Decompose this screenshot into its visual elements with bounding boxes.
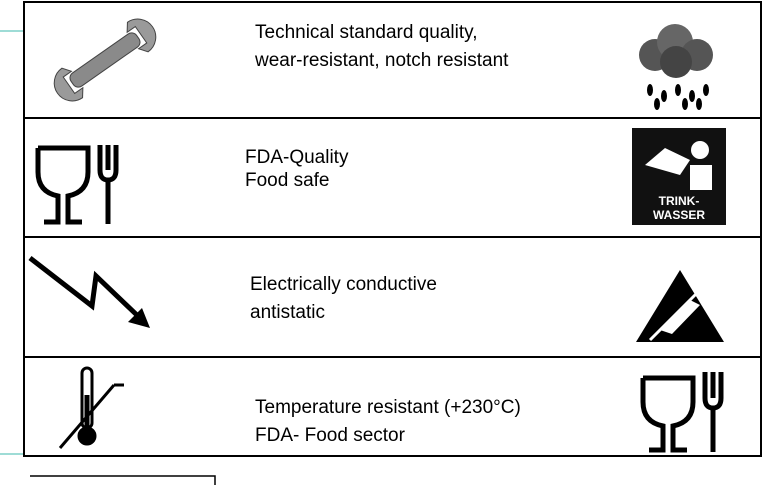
row-text: antistatic xyxy=(250,302,325,324)
row-text: FDA- Food sector xyxy=(255,425,405,447)
row-text: Technical standard quality, xyxy=(255,22,478,44)
row-text: Electrically conductive xyxy=(250,274,437,296)
esd-icon xyxy=(636,270,724,342)
wrench-icon xyxy=(47,12,163,108)
food-icon xyxy=(38,145,116,224)
page: TRINK- WASSER Technical standard quality… xyxy=(0,0,764,485)
badge-text: WASSER xyxy=(653,208,705,222)
row-text: wear-resistant, notch resistant xyxy=(255,50,508,72)
drinking-water-icon: TRINK- WASSER xyxy=(632,128,726,225)
row-text: Temperature resistant (+230°C) xyxy=(255,397,521,419)
rain-icon xyxy=(639,24,713,110)
temperature-icon xyxy=(60,368,124,448)
row-text: FDA-Quality xyxy=(245,147,348,169)
badge-text: TRINK- xyxy=(659,194,700,208)
conductive-icon xyxy=(30,258,150,328)
row-text: Food safe xyxy=(245,170,330,192)
food-icon xyxy=(643,372,721,452)
